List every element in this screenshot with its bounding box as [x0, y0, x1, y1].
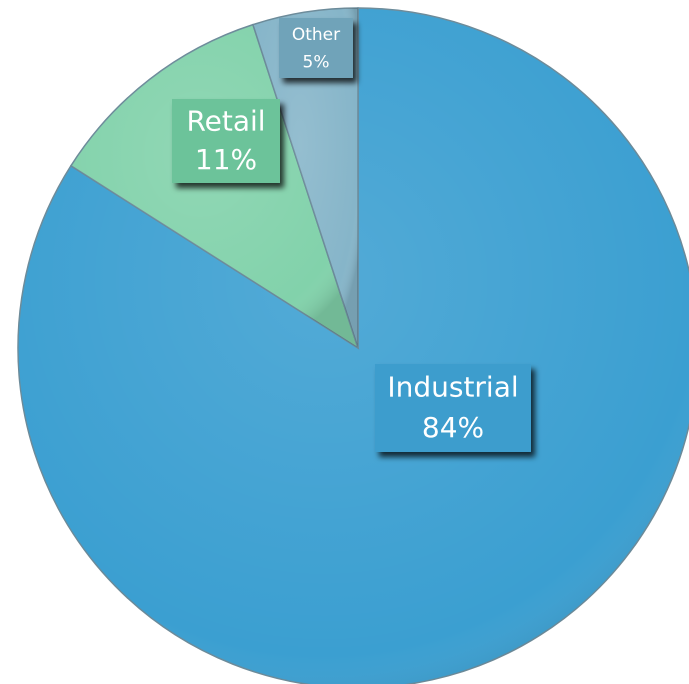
category-label: Industrial [387, 371, 518, 404]
label-box [375, 364, 531, 452]
label-box [279, 18, 353, 78]
slice-shade [252, 8, 358, 348]
value-label: 84% [422, 411, 484, 444]
value-label: 5% [303, 52, 330, 72]
label-box [172, 99, 280, 183]
category-label: Other [292, 25, 340, 45]
category-label: Retail [186, 105, 265, 138]
labels: Industrial 84% Retail 11% Other 5% [172, 18, 531, 452]
slice-shade [70, 24, 359, 349]
value-label: 11% [195, 143, 257, 176]
slices [17, 7, 689, 684]
